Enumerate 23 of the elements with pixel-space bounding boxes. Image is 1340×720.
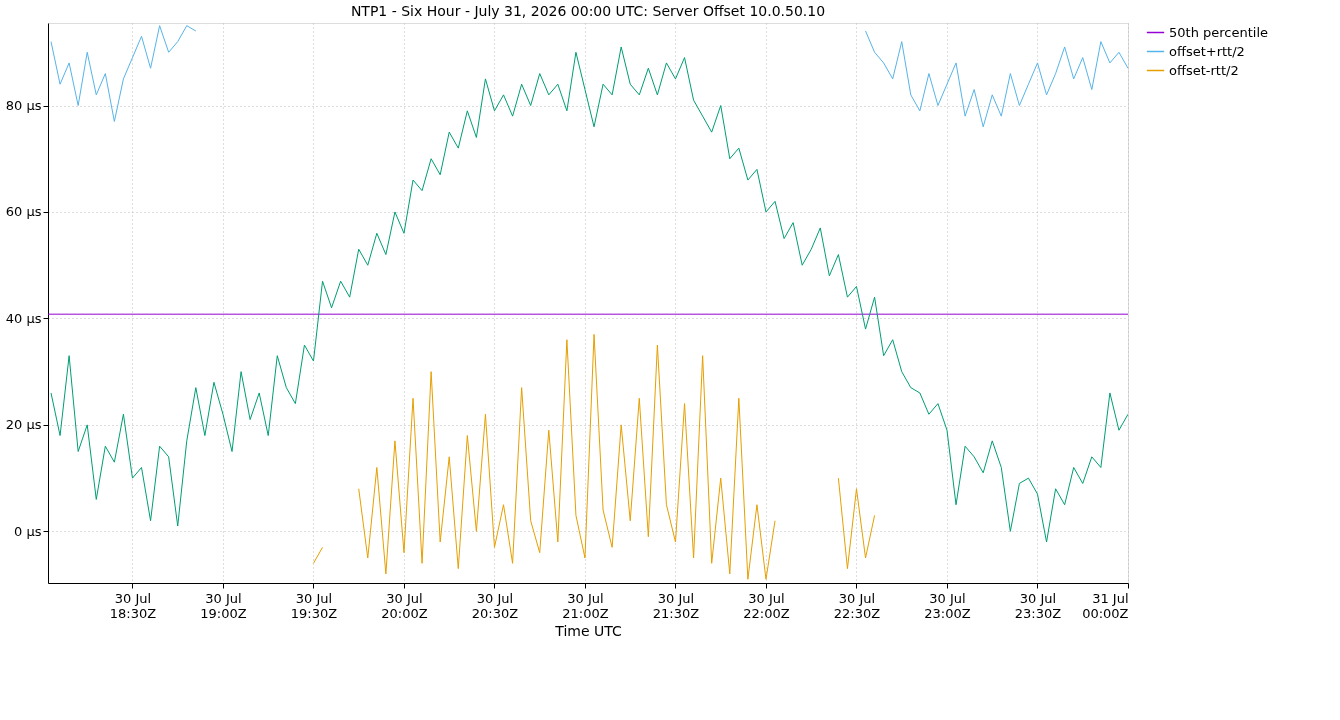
x-tick-label: 30 Jul 22:00Z [743, 590, 790, 621]
x-tick-label: 30 Jul 18:30Z [109, 590, 157, 621]
y-tick-label: 60 µs [5, 204, 42, 220]
y-tick-label: 40 µs [5, 310, 42, 326]
x-tick-label: 30 Jul 19:00Z [200, 590, 247, 621]
line-series [50, 46, 1128, 543]
y-tick-label: 80 µs [5, 98, 42, 114]
x-tick-label: 30 Jul 23:30Z [1014, 590, 1062, 621]
legend-label: 50th percentile [1169, 24, 1269, 40]
x-tick-label: 30 Jul 20:00Z [381, 590, 428, 621]
x-axis-title: Time UTC [554, 622, 622, 639]
x-tick-label: 30 Jul 19:30Z [290, 590, 338, 621]
x-tick-label: 30 Jul 23:00Z [924, 590, 971, 621]
x-tick-label: 30 Jul 21:00Z [562, 590, 609, 621]
legend-label: offset-rtt/2 [1169, 62, 1239, 78]
x-tick-label: 30 Jul 22:30Z [833, 590, 881, 621]
chart-title: NTP1 - Six Hour - July 31, 2026 00:00 UTC: Server Offset 10.0.50.10 [350, 3, 826, 19]
x-tick-label: 30 Jul 20:30Z [471, 590, 519, 621]
y-tick-label: 20 µs [5, 417, 42, 433]
x-tick-label: 31 Jul 00:00Z [1082, 590, 1129, 621]
y-tick-label: 0 µs [14, 523, 42, 539]
x-tick-label: 30 Jul 21:30Z [652, 590, 700, 621]
legend-label: offset+rtt/2 [1169, 43, 1245, 59]
